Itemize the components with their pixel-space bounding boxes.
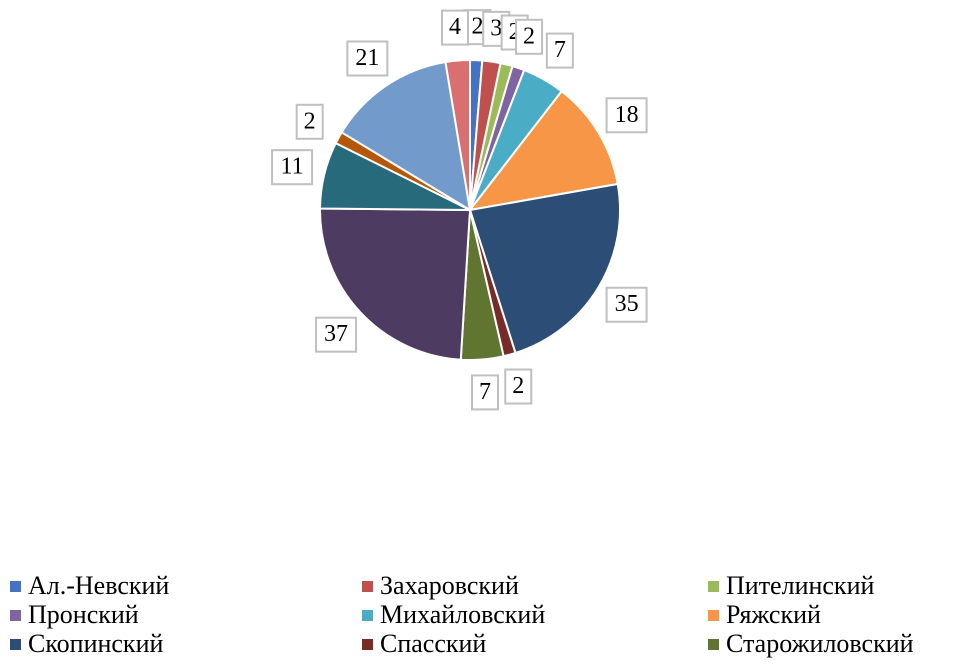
data-label: 2 bbox=[304, 108, 316, 134]
pie-slice bbox=[467, 89, 619, 212]
legend-swatch bbox=[10, 639, 21, 650]
data-label: 35 bbox=[615, 291, 639, 317]
data-label: 2 bbox=[523, 23, 535, 49]
data-label: 3 bbox=[490, 15, 502, 41]
legend-label: Ал.-Невский bbox=[28, 571, 169, 600]
legend-swatch bbox=[362, 610, 373, 621]
data-label-box bbox=[605, 286, 648, 323]
legend-label: Пителинский bbox=[726, 571, 874, 600]
data-label: 21 bbox=[355, 45, 379, 71]
pie-slice bbox=[340, 60, 472, 212]
data-label-box bbox=[605, 97, 648, 134]
data-label: 2 bbox=[512, 373, 524, 399]
data-label-box bbox=[315, 316, 358, 353]
legend-swatch bbox=[708, 581, 719, 592]
pie-slice bbox=[319, 207, 472, 361]
data-label-box bbox=[471, 374, 500, 411]
data-label: 18 bbox=[615, 102, 639, 128]
legend-label: Захаровский bbox=[380, 571, 519, 600]
legend-label: Михайловский bbox=[380, 600, 545, 629]
data-label-box bbox=[504, 368, 533, 405]
data-label-box bbox=[440, 9, 469, 46]
data-label: 2 bbox=[472, 14, 484, 40]
legend-swatch bbox=[708, 610, 719, 621]
data-label-box bbox=[515, 18, 544, 55]
pie-slice bbox=[444, 58, 471, 211]
legend-swatch bbox=[10, 610, 21, 621]
data-label: 37 bbox=[324, 321, 348, 347]
legend-swatch bbox=[362, 581, 373, 592]
legend-swatch bbox=[362, 639, 373, 650]
data-label-box bbox=[545, 32, 574, 69]
pie-slice bbox=[468, 182, 621, 355]
data-label: 7 bbox=[554, 37, 566, 63]
data-label: 11 bbox=[281, 154, 304, 180]
data-label-box bbox=[346, 40, 389, 77]
data-label-box bbox=[271, 149, 314, 186]
legend-swatch bbox=[708, 639, 719, 650]
data-label: 4 bbox=[449, 14, 461, 40]
legend-label: Ряжский bbox=[726, 600, 821, 629]
legend-label: Старожиловский bbox=[726, 629, 914, 658]
legend-label: Скопинский bbox=[28, 629, 163, 658]
data-label: 7 bbox=[479, 379, 491, 405]
data-label-box bbox=[295, 103, 324, 140]
legend-swatch bbox=[10, 581, 21, 592]
legend-label: Спасский bbox=[380, 629, 486, 658]
legend-label: Пронский bbox=[28, 600, 139, 629]
